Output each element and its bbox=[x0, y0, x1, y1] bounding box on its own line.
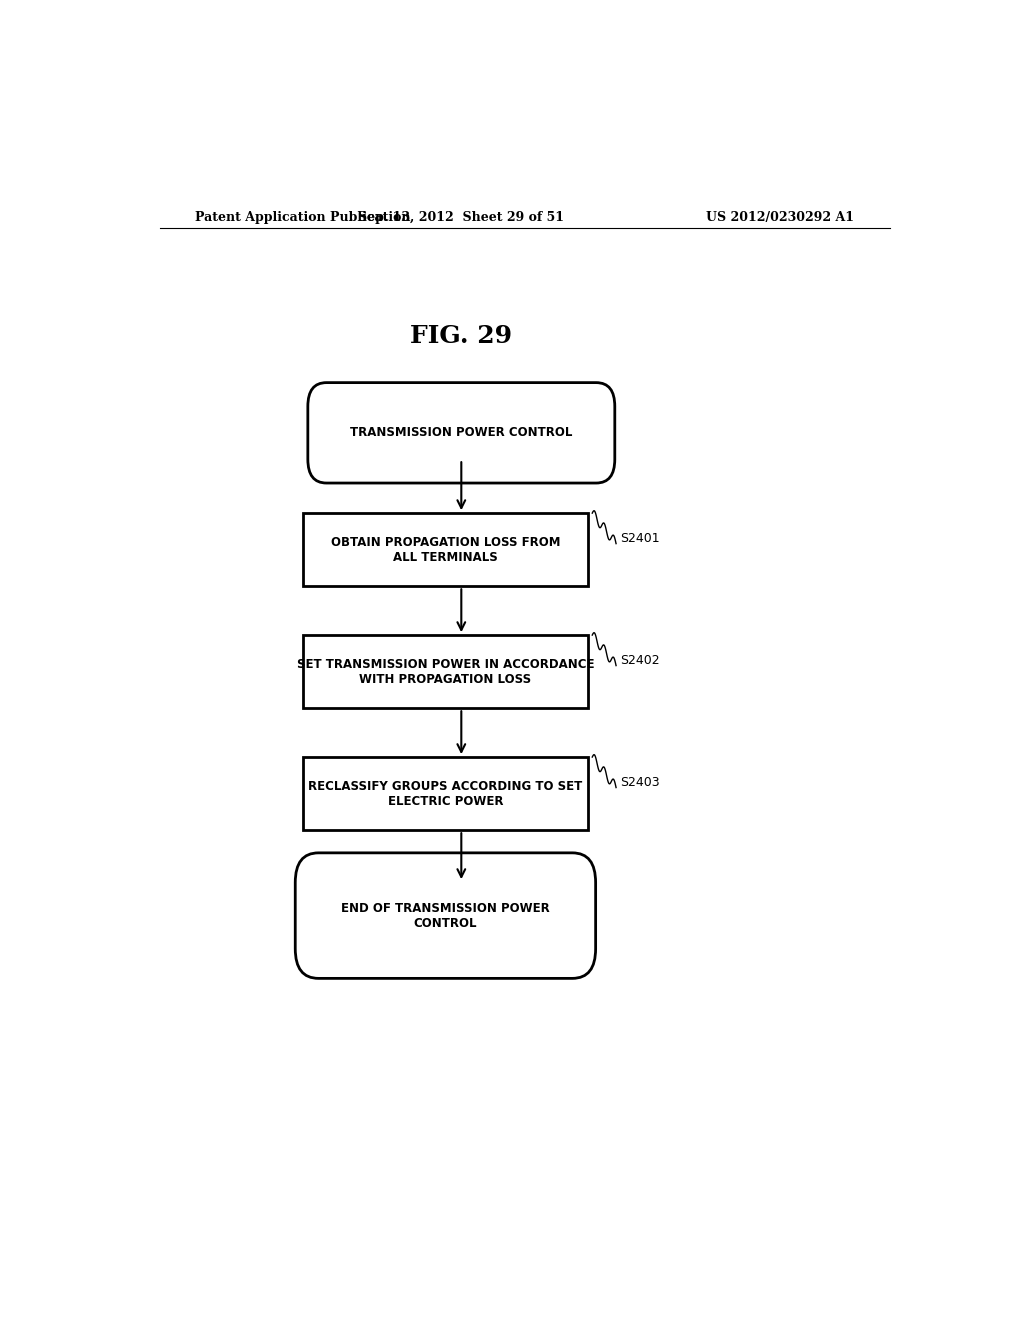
FancyBboxPatch shape bbox=[308, 383, 614, 483]
Text: S2402: S2402 bbox=[621, 653, 659, 667]
Text: END OF TRANSMISSION POWER
CONTROL: END OF TRANSMISSION POWER CONTROL bbox=[341, 902, 550, 929]
Text: S2401: S2401 bbox=[621, 532, 659, 545]
FancyBboxPatch shape bbox=[295, 853, 596, 978]
FancyBboxPatch shape bbox=[303, 513, 588, 586]
FancyBboxPatch shape bbox=[303, 635, 588, 709]
Text: Patent Application Publication: Patent Application Publication bbox=[196, 211, 411, 224]
Text: TRANSMISSION POWER CONTROL: TRANSMISSION POWER CONTROL bbox=[350, 426, 572, 440]
Text: US 2012/0230292 A1: US 2012/0230292 A1 bbox=[707, 211, 854, 224]
Text: Sep. 13, 2012  Sheet 29 of 51: Sep. 13, 2012 Sheet 29 of 51 bbox=[358, 211, 564, 224]
Text: SET TRANSMISSION POWER IN ACCORDANCE
WITH PROPAGATION LOSS: SET TRANSMISSION POWER IN ACCORDANCE WIT… bbox=[297, 657, 594, 685]
Text: FIG. 29: FIG. 29 bbox=[411, 325, 512, 348]
Text: S2403: S2403 bbox=[621, 776, 659, 789]
Text: RECLASSIFY GROUPS ACCORDING TO SET
ELECTRIC POWER: RECLASSIFY GROUPS ACCORDING TO SET ELECT… bbox=[308, 780, 583, 808]
FancyBboxPatch shape bbox=[303, 758, 588, 830]
Text: OBTAIN PROPAGATION LOSS FROM
ALL TERMINALS: OBTAIN PROPAGATION LOSS FROM ALL TERMINA… bbox=[331, 536, 560, 564]
